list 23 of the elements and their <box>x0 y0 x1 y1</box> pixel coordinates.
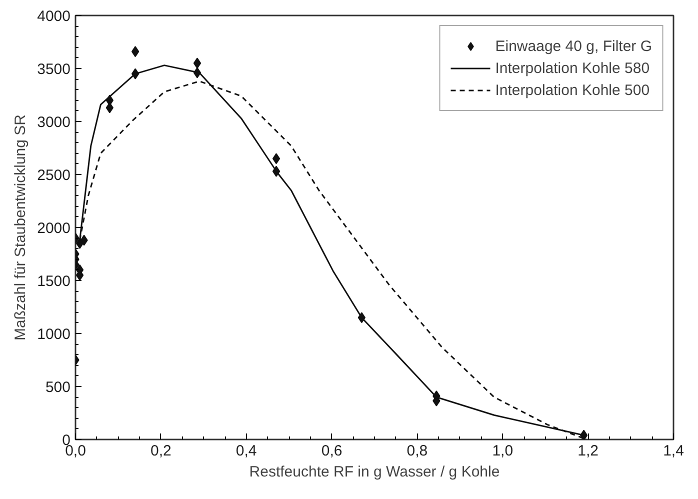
x-tick-label: 0,2 <box>150 442 172 460</box>
x-tick-label: 0,8 <box>406 442 428 460</box>
y-tick-label: 3500 <box>37 61 71 78</box>
y-axis-title: Maßzahl für Staubentwicklung SR <box>12 114 30 340</box>
x-tick-label: 0,4 <box>236 442 257 460</box>
point <box>131 46 140 58</box>
x-tick-label: 1,2 <box>578 442 599 460</box>
point <box>193 58 202 69</box>
legend-label: Einwaage 40 g, Filter G <box>495 38 652 54</box>
y-tick-label: 2000 <box>37 220 71 237</box>
y-tick-label: 2500 <box>37 167 71 184</box>
y-tick-label: 1500 <box>37 273 71 290</box>
x-tick-label: 1,4 <box>663 442 684 460</box>
y-tick-label: 4000 <box>37 8 71 25</box>
point <box>272 153 280 164</box>
y-tick-label: 1000 <box>37 326 71 343</box>
x-axis-title: Restfeuchte RF in g Wasser / g Kohle <box>249 464 500 480</box>
legend-label: Interpolation Kohle 580 <box>495 60 650 76</box>
x-tick-label: 1,0 <box>492 442 514 460</box>
x-tick-label: 0,6 <box>321 442 342 460</box>
legend-label: Interpolation Kohle 500 <box>495 82 650 98</box>
y-tick-label: 3000 <box>37 114 71 131</box>
y-tick-label: 500 <box>45 379 71 396</box>
